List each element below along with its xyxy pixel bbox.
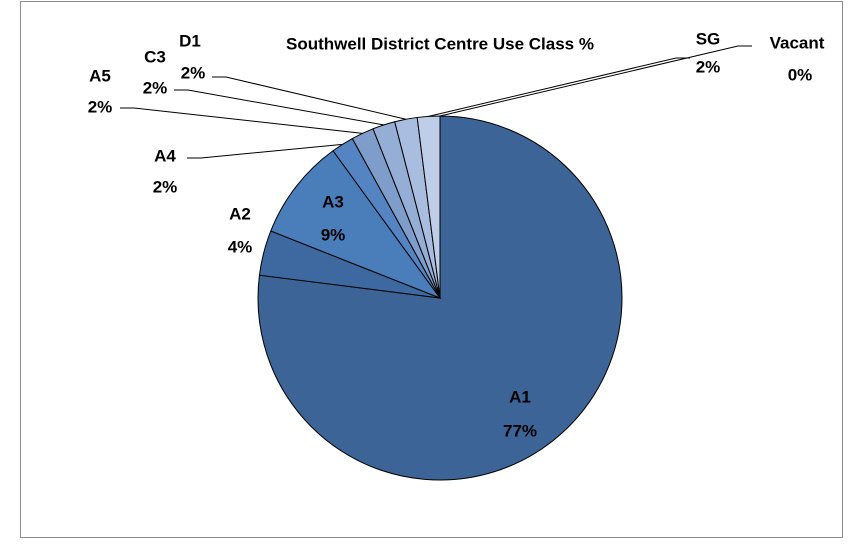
- leader-line: [120, 107, 363, 134]
- pie-slice: [270, 150, 442, 300]
- slice-label: SG: [696, 29, 721, 48]
- slice-label: D1: [179, 31, 201, 50]
- slice-label: A5: [89, 66, 111, 85]
- slice-label: A1: [509, 387, 531, 406]
- leader-line: [174, 89, 384, 126]
- pie-slice: [257, 115, 623, 481]
- slice-value-label: 4%: [228, 237, 253, 256]
- slice-value-label: 2%: [153, 177, 178, 196]
- chart-title: Southwell District Centre Use Class %: [286, 34, 594, 53]
- slice-value-label: 2%: [88, 97, 113, 116]
- slice-value-label: 2%: [181, 63, 206, 82]
- slice-value-label: 77%: [503, 421, 537, 440]
- leader-line: [212, 76, 407, 120]
- slice-value-label: 2%: [143, 78, 168, 97]
- slice-value-label: 9%: [321, 225, 346, 244]
- slice-label: A2: [229, 204, 251, 223]
- slice-label: C3: [144, 47, 166, 66]
- slice-label: A4: [154, 146, 176, 165]
- leader-line: [187, 143, 343, 159]
- leader-line: [439, 45, 752, 117]
- slice-label: A3: [322, 192, 344, 211]
- slice-value-label: 2%: [696, 57, 721, 76]
- slice-value-label: 0%: [788, 65, 813, 84]
- slice-label: Vacant: [770, 33, 825, 52]
